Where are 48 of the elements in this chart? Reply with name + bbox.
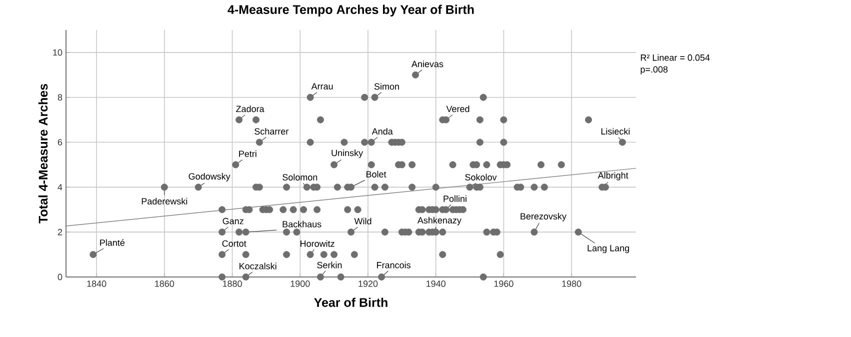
annotation: Cortot xyxy=(222,240,246,247)
annotation: Paderewski xyxy=(142,198,188,204)
annotation: Lisiecki xyxy=(601,128,630,135)
annotation: Vered xyxy=(446,106,470,112)
annotation: Horowitz xyxy=(300,240,334,247)
x-tick-label: 1880 xyxy=(222,280,242,287)
text: R² Linear = 0.054 xyxy=(640,54,710,61)
annotation: Anda xyxy=(372,128,393,135)
x-tick-label: 1980 xyxy=(562,280,582,287)
y-axis-title: Total 4-Measure Arches xyxy=(38,84,48,224)
chart-title: 4-Measure Tempo Arches by Year of Birth xyxy=(228,4,474,16)
x-tick-label: 1860 xyxy=(155,280,174,287)
annotation: Serkin xyxy=(317,262,342,268)
annotation: Berezovsky xyxy=(520,212,566,222)
annotation: Scharrer xyxy=(254,128,289,135)
annotation: Simon xyxy=(374,83,399,90)
x-tick-label: 1920 xyxy=(358,280,378,287)
annotation: Backhaus xyxy=(282,220,322,228)
text: p=.008 xyxy=(640,66,668,74)
y-tick-label: 2 xyxy=(58,228,62,236)
annotation: Planté xyxy=(100,239,125,246)
annotation: Solomon xyxy=(282,174,318,180)
annotation: Pollini xyxy=(444,195,466,202)
annotation: Wild xyxy=(354,218,372,224)
y-tick-label: 10 xyxy=(53,49,62,56)
annotation: Arrau xyxy=(311,83,333,90)
annotation: Uninsky xyxy=(332,150,364,158)
y-tick-label: 8 xyxy=(58,94,62,101)
x-tick-label: 1900 xyxy=(290,280,310,287)
annotation: Lang Lang xyxy=(588,245,629,254)
annotation: Anievas xyxy=(411,60,444,68)
annotation: Koczalski xyxy=(240,262,276,270)
annotation: Sokolov xyxy=(465,174,497,180)
annotation: Ashkenazy xyxy=(417,216,462,226)
annotation: Francois xyxy=(377,262,410,268)
x-tick-label: 1960 xyxy=(494,280,514,287)
annotation: Bolet xyxy=(366,170,386,178)
annotation: Zadora xyxy=(236,106,264,112)
y-tick-label: 6 xyxy=(58,139,62,146)
annotation: Ganz xyxy=(222,218,244,224)
x-tick-label: 1940 xyxy=(426,280,446,287)
x-tick-label: 1840 xyxy=(87,280,106,287)
annotation: Albright xyxy=(598,172,628,180)
annotation: Petri xyxy=(239,150,256,158)
y-tick-label: 4 xyxy=(58,184,62,190)
y-tick-label: 0 xyxy=(58,274,62,280)
annotation: Godowsky xyxy=(188,172,230,182)
x-axis-title: Year of Birth xyxy=(314,298,388,307)
